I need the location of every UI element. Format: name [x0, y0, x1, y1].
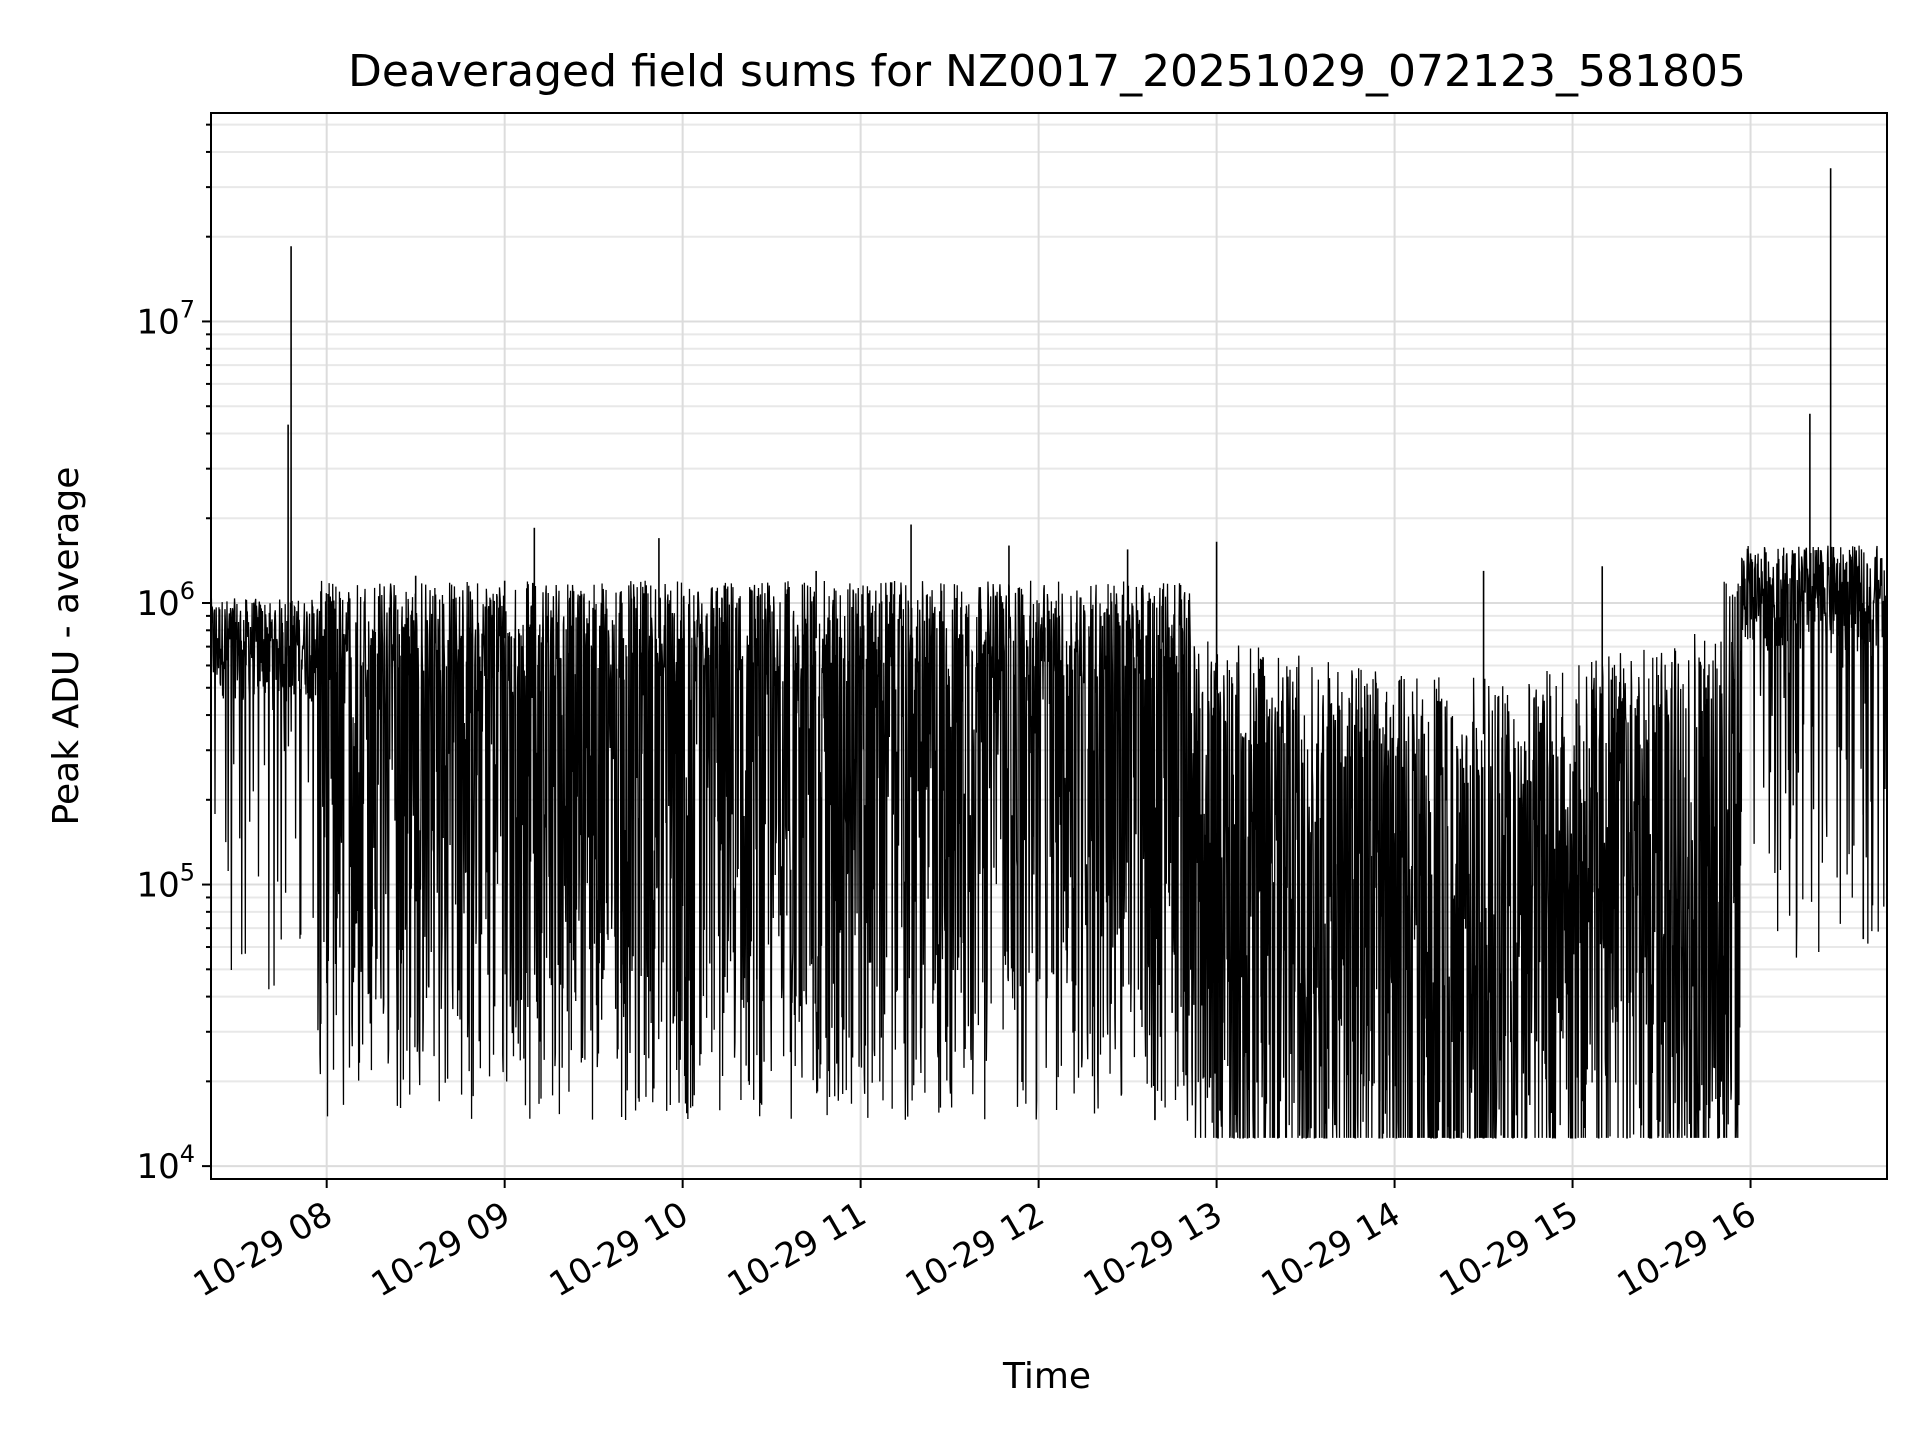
x-tick-label: 10-29 15 — [1433, 1194, 1585, 1305]
x-tick-label: 10-29 09 — [365, 1194, 517, 1305]
x-tick-label: 10-29 13 — [1077, 1194, 1229, 1305]
x-tick-label: 10-29 14 — [1255, 1194, 1407, 1305]
y-tick-label: 107 — [136, 295, 195, 342]
x-axis-label: Time — [1002, 1356, 1091, 1397]
x-tick-label: 10-29 11 — [721, 1194, 873, 1305]
y-tick-label: 104 — [136, 1140, 195, 1187]
y-axis-label: Peak ADU - average — [46, 467, 87, 826]
series-layer — [210, 168, 1888, 1140]
series-line-texture — [210, 545, 1888, 1140]
x-tick-label: 10-29 12 — [899, 1194, 1051, 1305]
y-tick-label: 105 — [136, 859, 195, 906]
chart-title: Deaveraged field sums for NZ0017_2025102… — [348, 46, 1746, 97]
x-tick-label: 10-29 10 — [543, 1194, 695, 1305]
x-tick-label: 10-29 08 — [187, 1194, 339, 1305]
x-tick-label: 10-29 16 — [1611, 1194, 1763, 1305]
y-tick-label: 106 — [136, 577, 195, 624]
